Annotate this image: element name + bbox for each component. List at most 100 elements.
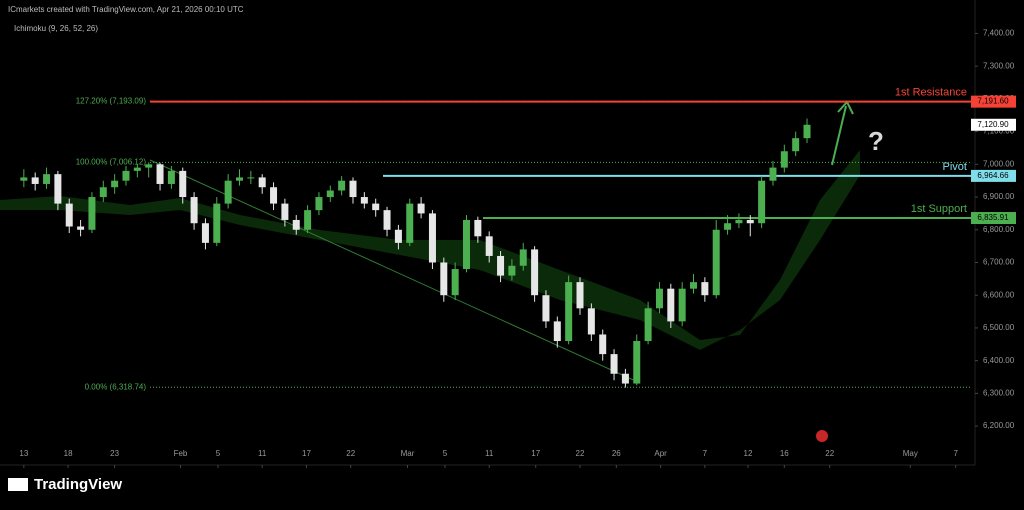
x-tick-label: 13 [19,449,28,458]
candle-body [111,180,119,188]
candle-body [247,177,255,179]
event-icon [816,430,828,442]
candle-body [54,174,62,204]
candle-body [43,174,51,184]
price-tag-label: 6,964.66 [977,171,1009,180]
x-tick-label: 17 [531,449,540,458]
candle-body [724,223,732,230]
x-tick-label: 22 [576,449,585,458]
candle-body [394,229,402,243]
candle-body [587,308,595,335]
x-tick-label: May [903,449,918,458]
candle-body [440,262,448,296]
candle-body [758,180,766,224]
candle-body [690,282,698,289]
candle-body [803,124,811,139]
candle-body [519,249,527,266]
candle-body [304,210,312,230]
price-tag [971,169,1016,182]
question-mark: ? [868,126,884,156]
candle-body [769,167,777,181]
y-tick-label: 6,900.00 [983,192,1015,201]
candle-body [576,282,584,309]
candle-body [315,197,323,211]
candle-body [485,236,493,256]
x-tick-label: 22 [825,449,834,458]
y-tick-label: 6,200.00 [983,421,1015,430]
x-tick-label: 12 [744,449,753,458]
candle-body [508,265,516,276]
candle-body [179,170,187,198]
x-tick-label: Apr [654,449,667,458]
y-tick-label: 7,000.00 [983,159,1015,168]
candle-body [258,177,266,188]
x-tick-label: 11 [258,449,267,458]
candle-body [451,269,459,296]
candle-body [633,341,641,384]
candle-body [167,170,175,184]
x-tick-label: 7 [953,449,958,458]
header: ICmarkets created with TradingView.com, … [8,5,244,14]
candle-body [474,219,482,237]
candle-body [201,223,209,243]
candle-body [531,249,539,296]
x-tick-label: 7 [703,449,708,458]
trend-line [149,159,641,384]
last-price-label: 7,120.90 [977,120,1009,129]
y-tick-label: 7,400.00 [983,29,1015,38]
candle-body [99,187,107,198]
x-tick-label: 5 [216,449,221,458]
candle-body [406,203,414,243]
candle-body [281,203,289,220]
price-tag-label: 6,835.91 [977,213,1009,222]
candle-body [792,138,800,152]
candle-body [349,180,357,198]
indicator-label: Ichimoku (9, 26, 52, 26) [14,24,98,33]
candle-body [701,282,709,296]
candle-body [65,203,73,227]
candle-body [133,167,141,171]
x-tick-label: 16 [780,449,789,458]
candle-body [224,180,232,204]
last-price-tag [971,118,1016,131]
candle-body [270,187,278,204]
candle-body [621,373,629,384]
fib-label: 100.00% (7,006.12) [76,157,147,166]
candle-body [338,180,346,191]
candle-body [746,219,754,224]
candle-body [383,210,391,230]
candle-body [542,295,550,322]
candle-body [20,177,28,181]
candle-body [31,177,39,184]
candle-body [712,229,720,296]
x-tick-label: 22 [346,449,355,458]
candle-body [428,213,436,263]
candle-body [610,354,618,374]
x-tick-label: 17 [302,449,311,458]
x-tick-label: 11 [485,449,494,458]
candle-body [644,308,652,342]
y-tick-label: 6,300.00 [983,388,1015,397]
x-tick-label: 5 [443,449,448,458]
level-name: Pivot [943,161,967,173]
y-tick-label: 7,100.00 [983,127,1015,136]
price-tag [971,212,1016,225]
y-tick-label: 6,500.00 [983,323,1015,332]
candle-body [678,288,686,322]
x-tick-label: Feb [174,449,188,458]
y-tick-label: 6,700.00 [983,258,1015,267]
candle-body [122,170,130,181]
price-tag [971,95,1016,108]
candle-body [145,164,153,168]
candle-body [497,255,505,276]
brand-logo [8,478,28,491]
y-tick-label: 6,800.00 [983,225,1015,234]
y-tick-label: 7,300.00 [983,61,1015,70]
y-tick-label: 6,400.00 [983,356,1015,365]
candle-body [735,219,743,224]
candle-body [667,288,675,322]
fib-label: 0.00% (6,318.74) [85,382,147,391]
